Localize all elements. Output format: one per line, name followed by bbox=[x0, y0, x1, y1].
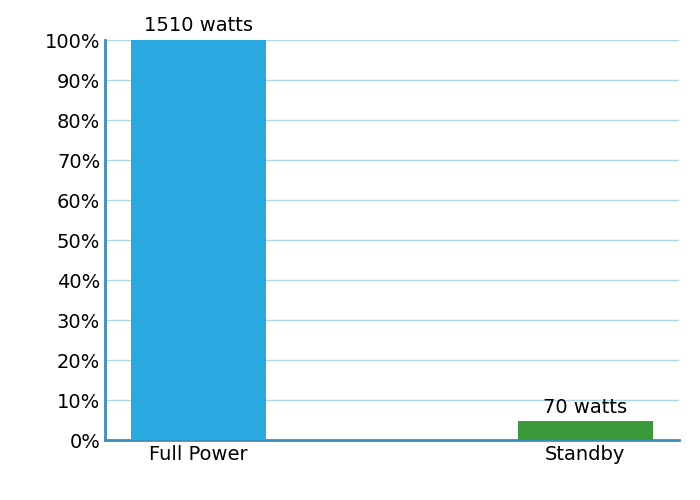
Bar bbox=[131, 40, 267, 440]
Bar bbox=[517, 422, 653, 440]
Text: 70 watts: 70 watts bbox=[543, 398, 627, 416]
Text: 1510 watts: 1510 watts bbox=[144, 16, 253, 35]
